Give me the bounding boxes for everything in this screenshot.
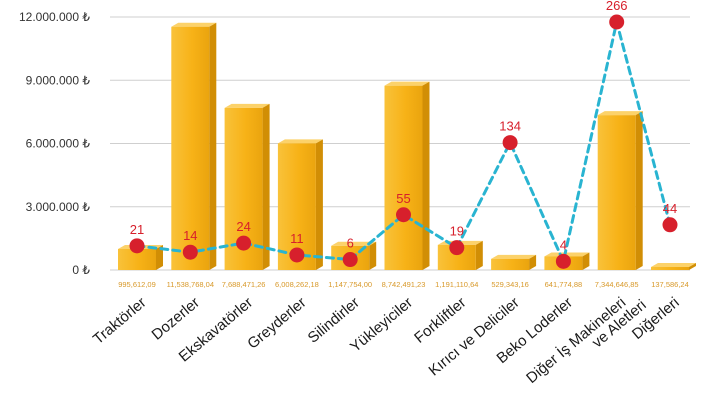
bar-side xyxy=(582,252,590,270)
category-label: Kırıcı ve Deliciler xyxy=(426,294,523,379)
bar-front xyxy=(651,267,689,270)
bar-top xyxy=(491,254,537,259)
bar-top xyxy=(651,263,696,267)
x-axis-category-labels: TraktörlerDozerlerEkskavatörlerGreyderle… xyxy=(90,284,683,398)
bar xyxy=(171,22,217,271)
bar-top xyxy=(224,103,270,108)
bar-value-label: 11,538,768,04 xyxy=(167,280,214,289)
y-axis-ticks: 0 ₺ 3.000.000 ₺ 6.000.000 ₺ 9.000.000 ₺ 12.0… xyxy=(19,10,90,277)
count-label: 6 xyxy=(347,236,354,251)
count-marker xyxy=(396,207,411,223)
count-label: 14 xyxy=(183,228,197,243)
count-label: 21 xyxy=(130,222,144,237)
bar-side xyxy=(209,22,217,271)
count-label: 44 xyxy=(663,201,677,216)
bar-side xyxy=(475,240,483,270)
y-tick-label: 0 ₺ xyxy=(72,263,90,277)
bar-value-label: 1,147,754,00 xyxy=(328,280,372,289)
category-label: Greyderler xyxy=(244,294,309,353)
bar-value-label: 7,344,646,85 xyxy=(595,280,639,289)
count-marker xyxy=(289,247,305,263)
bar-top xyxy=(171,22,217,27)
bar-value-label: 7,688,471,26 xyxy=(222,280,266,289)
count-marker xyxy=(609,14,625,30)
category-label: Traktörler xyxy=(90,294,150,348)
bar-side xyxy=(262,103,270,270)
count-marker xyxy=(342,252,358,268)
bar xyxy=(384,81,430,271)
bar-top xyxy=(331,241,377,246)
count-marker xyxy=(662,217,678,233)
y-tick-label: 12.000.000 ₺ xyxy=(19,10,90,24)
count-marker xyxy=(502,135,518,151)
count-label: 24 xyxy=(236,219,250,234)
count-marker xyxy=(182,244,198,260)
bar-front xyxy=(597,115,636,270)
count-line: 21 14 24 11 6 55 19 134 4 266 44 xyxy=(129,0,678,269)
bar xyxy=(651,263,696,270)
bar-side xyxy=(315,139,323,270)
bar-side xyxy=(369,241,377,270)
count-marker xyxy=(449,240,465,256)
bar-top xyxy=(384,81,430,86)
bar xyxy=(277,139,323,270)
y-tick-label: 3.000.000 ₺ xyxy=(26,200,91,214)
count-label: 4 xyxy=(560,237,567,252)
count-marker xyxy=(555,253,571,269)
count-marker xyxy=(129,238,145,254)
bar-value-label: 995,612,09 xyxy=(118,280,156,289)
count-line-path xyxy=(135,21,672,267)
bar-value-label: 529,343,16 xyxy=(491,280,529,289)
bar-value-label: 1,191,110,64 xyxy=(435,280,478,289)
bar-side xyxy=(422,81,430,271)
count-label: 134 xyxy=(499,119,521,134)
bar-value-labels: 995,612,09 11,538,768,04 7,688,471,26 6,008… xyxy=(118,280,689,289)
bar-front xyxy=(118,249,156,270)
category-label: Diğer İş Makinelerive Aletleri xyxy=(523,284,650,398)
count-marker xyxy=(236,235,252,251)
bar-value-label: 8,742,491,23 xyxy=(382,280,426,289)
bar-side xyxy=(156,245,163,270)
bar xyxy=(597,111,643,270)
bar-side xyxy=(635,111,643,270)
bar-value-label: 137,586,24 xyxy=(651,280,689,289)
bar-top xyxy=(597,111,643,116)
bar-front xyxy=(491,258,530,270)
count-label: 11 xyxy=(290,231,304,246)
bar-value-label: 641,774,88 xyxy=(545,280,583,289)
bar-side xyxy=(529,254,537,270)
count-label: 266 xyxy=(606,0,628,13)
bars xyxy=(118,22,696,271)
bar-front xyxy=(384,85,423,271)
bar-side xyxy=(689,263,696,270)
bar-top xyxy=(544,252,590,257)
bar-value-label: 6,008,262,18 xyxy=(275,280,319,289)
bar-front xyxy=(171,26,210,271)
count-label: 19 xyxy=(450,224,464,239)
count-label: 55 xyxy=(396,191,410,206)
bar xyxy=(491,254,537,270)
bar-top xyxy=(277,139,323,144)
y-tick-label: 6.000.000 ₺ xyxy=(26,137,91,151)
y-tick-label: 9.000.000 ₺ xyxy=(26,73,91,87)
